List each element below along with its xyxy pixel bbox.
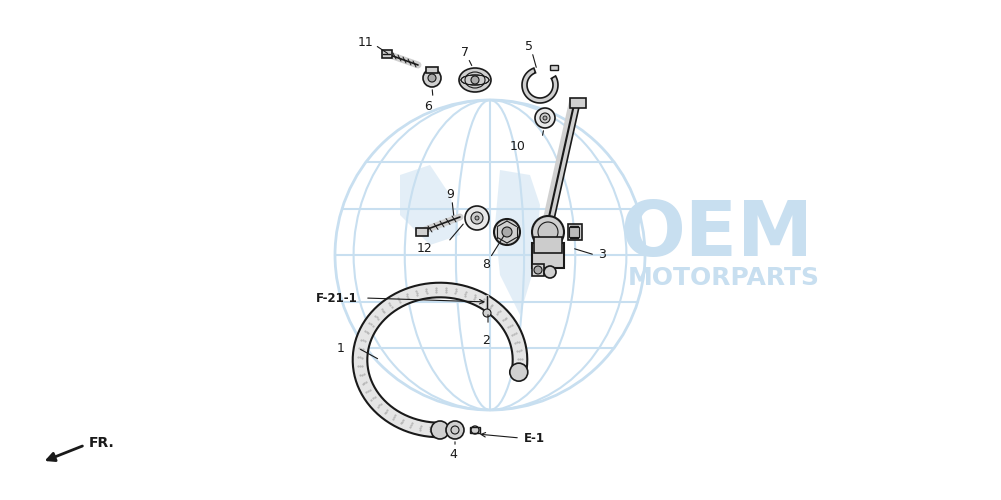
Bar <box>532 264 544 276</box>
Bar <box>382 50 392 58</box>
Bar <box>570 98 586 108</box>
Text: 3: 3 <box>598 248 606 262</box>
Text: 10: 10 <box>511 140 526 152</box>
Text: OEM: OEM <box>620 198 813 272</box>
Ellipse shape <box>459 68 491 92</box>
Circle shape <box>428 74 436 82</box>
Circle shape <box>540 113 550 123</box>
Bar <box>470 427 480 433</box>
Text: MOTORPARTS: MOTORPARTS <box>628 266 820 290</box>
Circle shape <box>544 266 556 278</box>
Bar <box>416 228 428 236</box>
Bar <box>568 224 582 240</box>
Circle shape <box>451 426 459 434</box>
Text: 12: 12 <box>416 242 432 254</box>
Text: 6: 6 <box>424 100 432 112</box>
Polygon shape <box>522 68 558 103</box>
Circle shape <box>471 212 483 224</box>
Text: FR.: FR. <box>89 436 115 450</box>
Circle shape <box>535 108 555 128</box>
Circle shape <box>532 216 564 248</box>
Text: 4: 4 <box>449 448 456 462</box>
Circle shape <box>423 69 441 87</box>
Circle shape <box>465 206 489 230</box>
Circle shape <box>538 222 558 242</box>
Circle shape <box>543 116 547 120</box>
Circle shape <box>483 309 491 317</box>
Text: 2: 2 <box>482 334 489 346</box>
Text: F-21-1: F-21-1 <box>316 292 357 304</box>
Circle shape <box>502 227 512 237</box>
Text: 7: 7 <box>461 46 469 59</box>
Circle shape <box>534 266 542 274</box>
Bar <box>550 64 558 70</box>
Text: 5: 5 <box>525 40 533 52</box>
Bar <box>534 237 562 253</box>
Circle shape <box>494 219 520 245</box>
Text: E-1: E-1 <box>524 432 545 444</box>
Bar <box>532 242 564 268</box>
Polygon shape <box>400 165 460 245</box>
Circle shape <box>446 421 464 439</box>
Text: 1: 1 <box>337 342 345 354</box>
Polygon shape <box>495 170 540 315</box>
Circle shape <box>471 76 479 84</box>
Ellipse shape <box>465 72 485 88</box>
Bar <box>541 228 555 236</box>
Bar <box>569 227 579 237</box>
Text: 11: 11 <box>358 36 373 50</box>
Circle shape <box>431 421 449 439</box>
Circle shape <box>475 216 479 220</box>
Bar <box>426 67 438 73</box>
Text: 9: 9 <box>446 188 453 200</box>
Text: 8: 8 <box>482 258 490 272</box>
Circle shape <box>510 363 528 381</box>
